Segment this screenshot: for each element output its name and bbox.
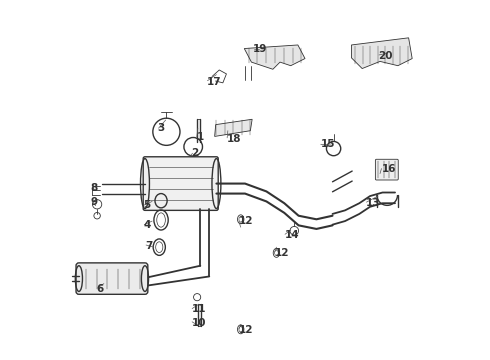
Text: 15: 15 xyxy=(321,139,335,149)
Text: 2: 2 xyxy=(192,148,198,158)
Text: 8: 8 xyxy=(91,183,98,193)
Text: 20: 20 xyxy=(378,51,392,61)
FancyBboxPatch shape xyxy=(375,159,398,180)
Text: 13: 13 xyxy=(366,198,380,208)
Text: 11: 11 xyxy=(192,303,207,314)
Polygon shape xyxy=(245,45,305,69)
Text: 1: 1 xyxy=(197,132,204,142)
Text: 5: 5 xyxy=(143,200,150,210)
Polygon shape xyxy=(351,38,412,68)
Text: 10: 10 xyxy=(192,318,207,328)
FancyBboxPatch shape xyxy=(143,157,218,210)
Text: 17: 17 xyxy=(207,77,221,87)
Text: 12: 12 xyxy=(239,216,253,226)
Text: 19: 19 xyxy=(253,44,268,54)
Text: 6: 6 xyxy=(97,284,104,294)
Polygon shape xyxy=(215,119,252,136)
Text: 3: 3 xyxy=(157,123,165,133)
Text: 16: 16 xyxy=(381,164,396,174)
Text: 7: 7 xyxy=(145,241,152,251)
Text: 9: 9 xyxy=(91,197,98,207)
Text: 4: 4 xyxy=(143,220,150,230)
FancyBboxPatch shape xyxy=(76,263,148,294)
Text: 12: 12 xyxy=(239,325,253,335)
Text: 14: 14 xyxy=(285,230,299,240)
Text: 18: 18 xyxy=(226,134,241,144)
Text: 12: 12 xyxy=(275,248,289,258)
